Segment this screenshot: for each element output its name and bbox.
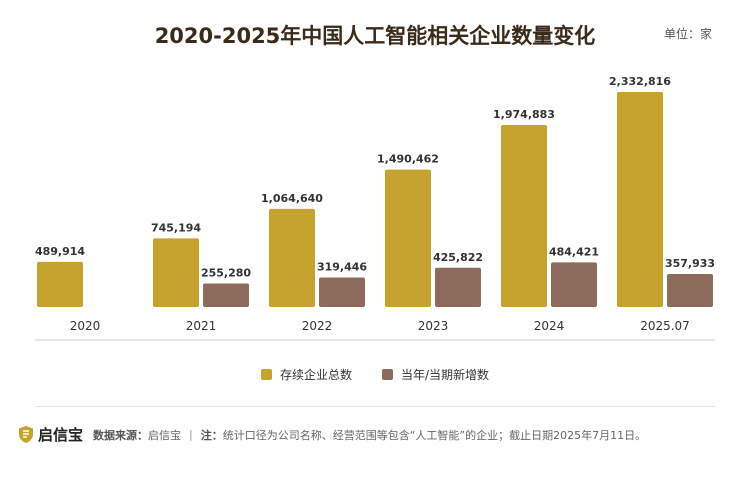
- bar-total-2025.07: [617, 92, 663, 307]
- x-tick-label-2025.07: 2025.07: [640, 319, 690, 333]
- brand-logo: 启信宝: [18, 424, 83, 445]
- bar-total-2021: [153, 238, 199, 307]
- x-tick-label-2024: 2024: [534, 319, 565, 333]
- legend-swatch-total: [260, 369, 272, 380]
- x-tick-label-2021: 2021: [186, 319, 217, 333]
- data-label-total-2020: 489,914: [35, 245, 85, 258]
- shield-icon: [19, 426, 33, 443]
- note-label: 注：: [200, 428, 223, 442]
- bar-total-2023: [385, 169, 431, 307]
- data-label-total-2021: 745,194: [151, 221, 201, 234]
- bar-total-2024: [501, 124, 547, 307]
- bar-chart: 489,914 2020 745,194 255,280 2021 1,064,640 31…: [35, 75, 715, 341]
- note-value: 统计口径为公司名称、经营范围等包含“人工智能”的企业；截止日期2025年7月11…: [222, 428, 647, 442]
- legend: 存续企业总数 当年/当期新增数: [0, 366, 750, 383]
- bar-new-2024: [551, 262, 597, 307]
- bar-new-2022: [319, 277, 365, 307]
- bar-new-2025.07: [667, 274, 713, 307]
- bar-total-2020: [37, 261, 83, 307]
- bar-new-2023: [435, 267, 481, 307]
- data-label-new-2024: 484,421: [549, 245, 599, 258]
- footer-separator: |: [189, 428, 193, 441]
- data-label-new-2021: 255,280: [201, 266, 251, 279]
- legend-item-total: 存续企业总数: [260, 366, 352, 383]
- footer-divider: [35, 406, 715, 407]
- legend-swatch-new: [381, 369, 393, 380]
- unit-label: 单位：家: [663, 27, 712, 41]
- data-label-new-2022: 319,446: [317, 261, 367, 274]
- bar-new-2021: [203, 283, 249, 307]
- x-tick-label-2020: 2020: [70, 319, 101, 333]
- source-value: 启信宝: [148, 428, 182, 442]
- x-tick-label-2022: 2022: [302, 319, 333, 333]
- data-label-total-2024: 1,974,883: [493, 108, 555, 121]
- source-label: 数据来源：: [93, 428, 149, 442]
- x-tick-label-2023: 2023: [418, 319, 449, 333]
- footer: 启信宝 数据来源： 启信宝 | 注： 统计口径为公司名称、经营范围等包含“人工智…: [18, 424, 646, 445]
- logo-text: 启信宝: [38, 426, 84, 444]
- data-label-new-2025.07: 357,933: [665, 257, 715, 270]
- data-label-total-2022: 1,064,640: [261, 192, 323, 205]
- data-label-new-2023: 425,822: [433, 251, 483, 264]
- bar-total-2022: [269, 208, 315, 307]
- data-label-total-2025.07: 2,332,816: [609, 75, 671, 88]
- chart-title: 2020-2025年中国人工智能相关企业数量变化: [154, 24, 596, 48]
- legend-label-total: 存续企业总数: [279, 368, 352, 382]
- data-label-total-2023: 1,490,462: [377, 153, 439, 166]
- legend-label-new: 当年/当期新增数: [400, 368, 490, 382]
- legend-item-new: 当年/当期新增数: [381, 366, 490, 383]
